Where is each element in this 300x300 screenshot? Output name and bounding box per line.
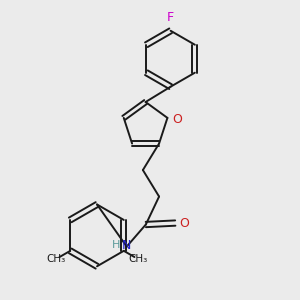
Text: CH₃: CH₃	[128, 254, 147, 264]
Text: N: N	[122, 238, 131, 252]
Text: O: O	[173, 113, 183, 126]
Text: F: F	[167, 11, 174, 24]
Text: O: O	[179, 217, 189, 230]
Text: H: H	[112, 240, 120, 250]
Text: CH₃: CH₃	[47, 254, 66, 264]
